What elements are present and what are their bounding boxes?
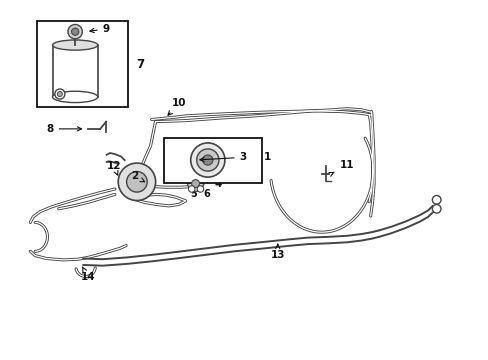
Circle shape xyxy=(203,155,212,165)
Circle shape xyxy=(187,176,203,192)
Bar xyxy=(37,21,127,107)
Circle shape xyxy=(431,204,440,213)
Text: 13: 13 xyxy=(270,244,285,261)
Circle shape xyxy=(57,91,62,96)
Text: 14: 14 xyxy=(81,267,95,282)
Text: 6: 6 xyxy=(203,189,209,199)
Circle shape xyxy=(118,163,155,201)
Ellipse shape xyxy=(52,40,98,50)
Circle shape xyxy=(190,143,224,177)
Circle shape xyxy=(126,171,147,192)
Circle shape xyxy=(197,186,203,192)
Circle shape xyxy=(55,89,65,99)
Circle shape xyxy=(68,24,82,39)
Text: 8: 8 xyxy=(46,124,81,134)
Text: 3: 3 xyxy=(200,152,246,162)
Bar xyxy=(163,138,261,183)
Circle shape xyxy=(188,186,195,192)
Circle shape xyxy=(431,195,440,204)
Text: 1: 1 xyxy=(264,152,271,162)
Circle shape xyxy=(196,149,219,171)
Text: 9: 9 xyxy=(90,24,110,34)
Text: 2: 2 xyxy=(131,171,144,182)
Circle shape xyxy=(191,180,199,188)
Circle shape xyxy=(71,28,79,35)
Text: 12: 12 xyxy=(106,161,121,175)
Ellipse shape xyxy=(52,91,98,103)
Text: 5: 5 xyxy=(190,189,197,199)
Text: 4: 4 xyxy=(214,179,221,189)
Text: 11: 11 xyxy=(328,161,354,176)
Text: 10: 10 xyxy=(168,98,186,115)
Text: 7: 7 xyxy=(136,58,144,71)
